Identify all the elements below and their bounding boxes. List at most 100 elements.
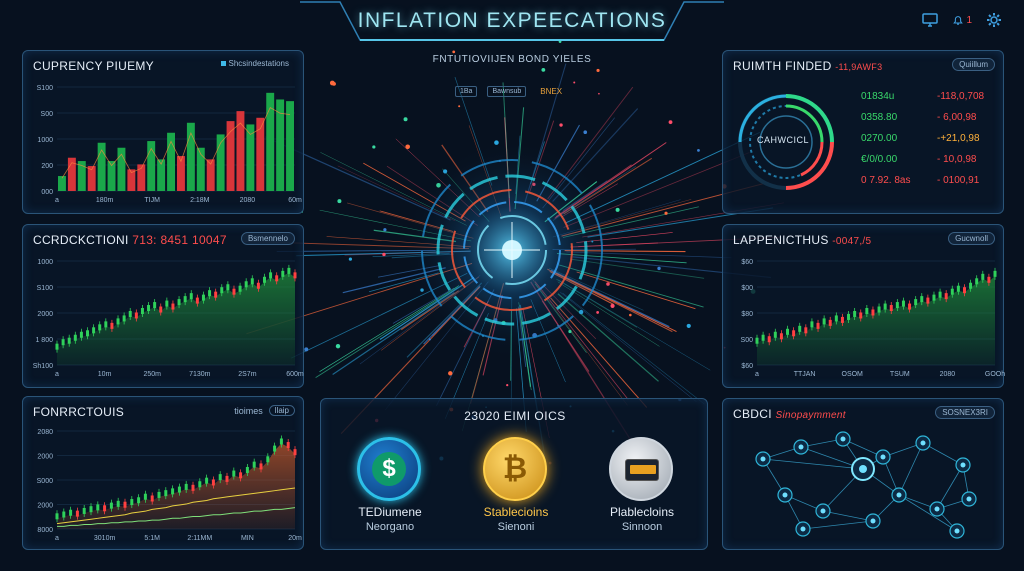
candle <box>259 463 263 470</box>
stat-value: €/0/0.00 <box>861 154 898 165</box>
candle <box>895 302 899 309</box>
x-tick-label: a <box>55 535 59 542</box>
candle <box>926 297 930 304</box>
badge[interactable]: Gucwnoll <box>948 232 995 245</box>
bar <box>87 166 96 191</box>
core-ring <box>436 174 588 326</box>
candle <box>177 486 181 493</box>
coin-sub: Neorgano <box>365 521 415 533</box>
candle <box>245 466 249 473</box>
x-tick-label: TTJAN <box>794 371 816 378</box>
card-coin-icon[interactable] <box>609 437 673 501</box>
y-tick-label: S000 <box>37 478 53 485</box>
badge[interactable]: Quiillum <box>952 58 995 71</box>
candle <box>92 327 96 334</box>
candle <box>256 282 260 289</box>
network-node-core <box>934 506 940 512</box>
candle <box>103 505 107 512</box>
bar <box>177 156 185 191</box>
bitcoin-coin-icon[interactable]: ₿ <box>483 437 547 501</box>
candle <box>993 270 997 277</box>
candle <box>98 324 102 331</box>
chip[interactable]: Bawnsub <box>487 86 527 97</box>
badge[interactable]: llaip <box>268 405 295 416</box>
x-tick-label: GOOh <box>985 371 1005 378</box>
panel-title-text: LAPPENICTHUS <box>733 233 829 247</box>
network-node <box>382 252 386 257</box>
network-node <box>596 68 600 73</box>
coin-name: TEDiumene <box>358 505 422 519</box>
stat-change: -118,0,708 <box>937 91 985 102</box>
chip[interactable]: 1Ba <box>455 86 478 97</box>
monitor-icon[interactable] <box>922 13 939 27</box>
badge[interactable]: Bsmennelo <box>240 232 295 245</box>
candle <box>75 510 79 517</box>
candle <box>165 300 169 307</box>
candle <box>779 333 783 340</box>
candle <box>61 339 65 346</box>
bell-icon[interactable]: 1 <box>952 13 972 27</box>
candle <box>143 493 147 500</box>
candle <box>262 276 266 283</box>
badge[interactable]: SOSNEX3RI <box>935 406 995 419</box>
candle <box>55 343 59 350</box>
network-node <box>332 81 336 86</box>
candle <box>130 499 134 506</box>
panel-title: LAPPENICTHUS -0047,/5 <box>733 233 871 247</box>
candle <box>279 438 283 445</box>
coin-name: Plablecloins <box>609 505 675 519</box>
bar <box>147 141 156 191</box>
chip[interactable]: BNEX <box>540 87 563 96</box>
candle <box>164 490 168 497</box>
network-node <box>657 266 661 271</box>
network-node <box>664 211 668 215</box>
dollar-coin-icon[interactable]: $ <box>357 437 421 501</box>
candle <box>956 285 960 292</box>
candle <box>214 291 218 298</box>
y-tick-label: $60 <box>741 259 753 266</box>
network-edge <box>802 520 874 530</box>
network-node <box>629 313 632 317</box>
candle <box>252 461 256 468</box>
notification-count: 1 <box>966 14 972 26</box>
candle <box>189 293 193 300</box>
candle <box>159 306 163 313</box>
candle <box>198 481 202 488</box>
network-node <box>448 371 453 376</box>
currency-panel: CUPRENCY PIUEMY Shcsindestations S100 S00… <box>22 50 304 214</box>
gear-icon[interactable] <box>986 12 1002 28</box>
bar <box>266 92 275 191</box>
candle <box>908 303 912 310</box>
panel-title-accent: Sinopaymment <box>775 410 846 421</box>
stat-value: 01834u <box>861 91 895 102</box>
x-tick-label: a <box>55 197 59 204</box>
candle <box>137 497 141 504</box>
panel-title: CUPRENCY PIUEMY <box>33 59 154 73</box>
network-node <box>615 207 620 212</box>
candle <box>171 303 175 310</box>
core-ring <box>477 215 547 285</box>
candle <box>244 281 248 288</box>
bar <box>186 122 195 191</box>
stat-value: 0270.00 <box>861 133 898 144</box>
candle <box>96 504 100 511</box>
network-node-core <box>960 462 966 468</box>
y-tick-label: 2000 <box>37 503 53 510</box>
candle <box>232 470 236 477</box>
candle <box>275 275 279 282</box>
candle <box>865 308 869 314</box>
candle <box>171 488 175 495</box>
y-tick-label: 8000 <box>37 527 53 534</box>
network-node-core <box>800 526 806 532</box>
x-tick-label: TIJM <box>144 197 160 204</box>
x-tick-label: a <box>55 371 59 378</box>
candle <box>810 321 814 328</box>
candle <box>938 291 942 298</box>
x-tick-label: 5:1M <box>144 535 160 542</box>
bar <box>77 161 86 191</box>
candle <box>286 442 290 449</box>
network-node-core <box>954 528 960 534</box>
